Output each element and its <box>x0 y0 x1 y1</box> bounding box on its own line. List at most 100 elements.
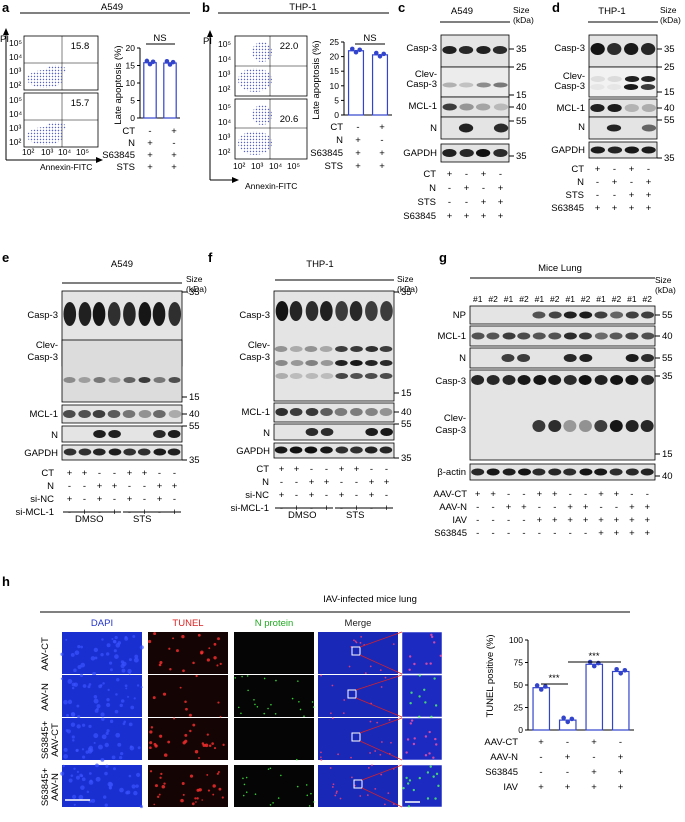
band <box>275 408 288 416</box>
svg-text:10³: 10³ <box>41 147 53 157</box>
condition-mark: + <box>147 138 153 149</box>
band <box>476 82 491 88</box>
blot-label: Casp-3 <box>554 81 585 92</box>
blot-strip: N 55 <box>51 421 200 443</box>
arrowhead-icon <box>3 28 9 35</box>
band <box>153 410 166 418</box>
lane-label: #1 <box>565 294 575 304</box>
svg-text:10²: 10² <box>233 161 245 171</box>
band <box>365 301 378 321</box>
svg-text:10²: 10² <box>9 80 21 90</box>
condition-mark: + <box>598 489 604 500</box>
band <box>641 332 655 340</box>
condition-mark: + <box>147 162 153 173</box>
band <box>625 375 639 385</box>
condition-mark: - <box>98 468 101 479</box>
roi-box <box>351 646 361 656</box>
condition-mark: + <box>147 150 153 161</box>
band <box>320 373 334 379</box>
quadrant-value: 15.7 <box>71 98 90 109</box>
svg-text:10⁵: 10⁵ <box>76 147 89 157</box>
condition-mark: - <box>630 489 633 500</box>
condition-mark: + <box>646 177 652 188</box>
band <box>563 375 577 385</box>
blot-label: Clev- <box>563 71 585 82</box>
panel-label: g <box>439 250 447 265</box>
band <box>606 124 622 132</box>
condition-mark: + <box>339 464 345 475</box>
size-marker: 55 <box>662 353 673 364</box>
y-tick-label: 25 <box>514 703 524 713</box>
condition-mark: - <box>615 502 618 513</box>
y-tick-label: 50 <box>514 680 524 690</box>
svg-text:10²: 10² <box>9 137 21 147</box>
condition-mark: + <box>591 737 597 748</box>
condition-mark: - <box>68 481 71 492</box>
channel-label: TUNEL <box>172 618 203 629</box>
condition-mark: - <box>646 489 649 500</box>
band <box>365 428 378 436</box>
condition-mark: + <box>172 481 178 492</box>
x-axis-label: Annexin-FITC <box>245 181 297 191</box>
lane-label: #1 <box>596 294 606 304</box>
condition-mark: - <box>592 752 595 763</box>
channel-label: DAPI <box>91 618 113 629</box>
condition-mark: + <box>157 494 163 505</box>
condition-mark: - <box>465 169 468 180</box>
band <box>471 332 485 340</box>
condition-mark: + <box>565 782 571 793</box>
condition-mark: + <box>591 767 597 778</box>
band <box>305 428 319 436</box>
condition-mark: + <box>598 528 604 539</box>
condition-mark: - <box>172 138 175 149</box>
condition-mark: - <box>522 489 525 500</box>
dapi-image <box>62 718 142 760</box>
blot-label: NP <box>453 310 466 321</box>
condition-mark: - <box>569 489 572 500</box>
condition-label: AAV-N <box>490 752 518 763</box>
panel-title: A549 <box>451 6 473 17</box>
band <box>502 332 516 340</box>
condition-label: S63845 <box>403 211 436 222</box>
flow-plot: 15.8 <box>23 35 99 91</box>
band <box>459 82 474 88</box>
panel-label: b <box>202 0 210 15</box>
band <box>93 377 106 383</box>
condition-mark: + <box>97 494 103 505</box>
condition-mark: - <box>385 490 388 501</box>
condition-mark: + <box>629 528 635 539</box>
band <box>350 408 363 416</box>
condition-mark: - <box>143 494 146 505</box>
blot-label: Casp-3 <box>406 43 437 54</box>
condition-mark: - <box>385 464 388 475</box>
data-point <box>534 683 540 688</box>
blot-label: Casp-3 <box>435 425 466 436</box>
size-marker: 40 <box>516 102 527 113</box>
flow-ticks: 10⁵ 10⁴ 10³ 10² 10⁵ 10⁴ 10³ 10² 10² 10³ 10⁴ 10⁵ <box>218 39 300 171</box>
band <box>563 420 577 432</box>
condition-mark: - <box>158 468 161 479</box>
blot-strip: Clev-Casp-3 25 15 <box>554 62 674 98</box>
svg-text:10⁴: 10⁴ <box>9 52 22 62</box>
band <box>518 468 531 476</box>
blot-label: Casp-3 <box>554 43 585 54</box>
band <box>320 360 334 366</box>
blot-label: GAPDH <box>551 145 585 156</box>
band <box>610 375 624 385</box>
band <box>335 301 348 321</box>
group-label: STS <box>346 510 364 521</box>
blot-strip: MCL-1 40 <box>408 96 527 118</box>
condition-mark: + <box>645 528 651 539</box>
condition-mark: + <box>629 164 635 175</box>
y-tick-label: 10 <box>126 78 136 88</box>
condition-mark: - <box>83 481 86 492</box>
condition-mark: + <box>127 494 133 505</box>
significance-label: *** <box>548 673 559 684</box>
band <box>92 302 106 326</box>
blot-label: Clev- <box>248 340 270 351</box>
band <box>379 373 393 379</box>
band <box>122 410 136 418</box>
condition-mark: + <box>171 126 177 137</box>
condition-mark: + <box>464 183 470 194</box>
